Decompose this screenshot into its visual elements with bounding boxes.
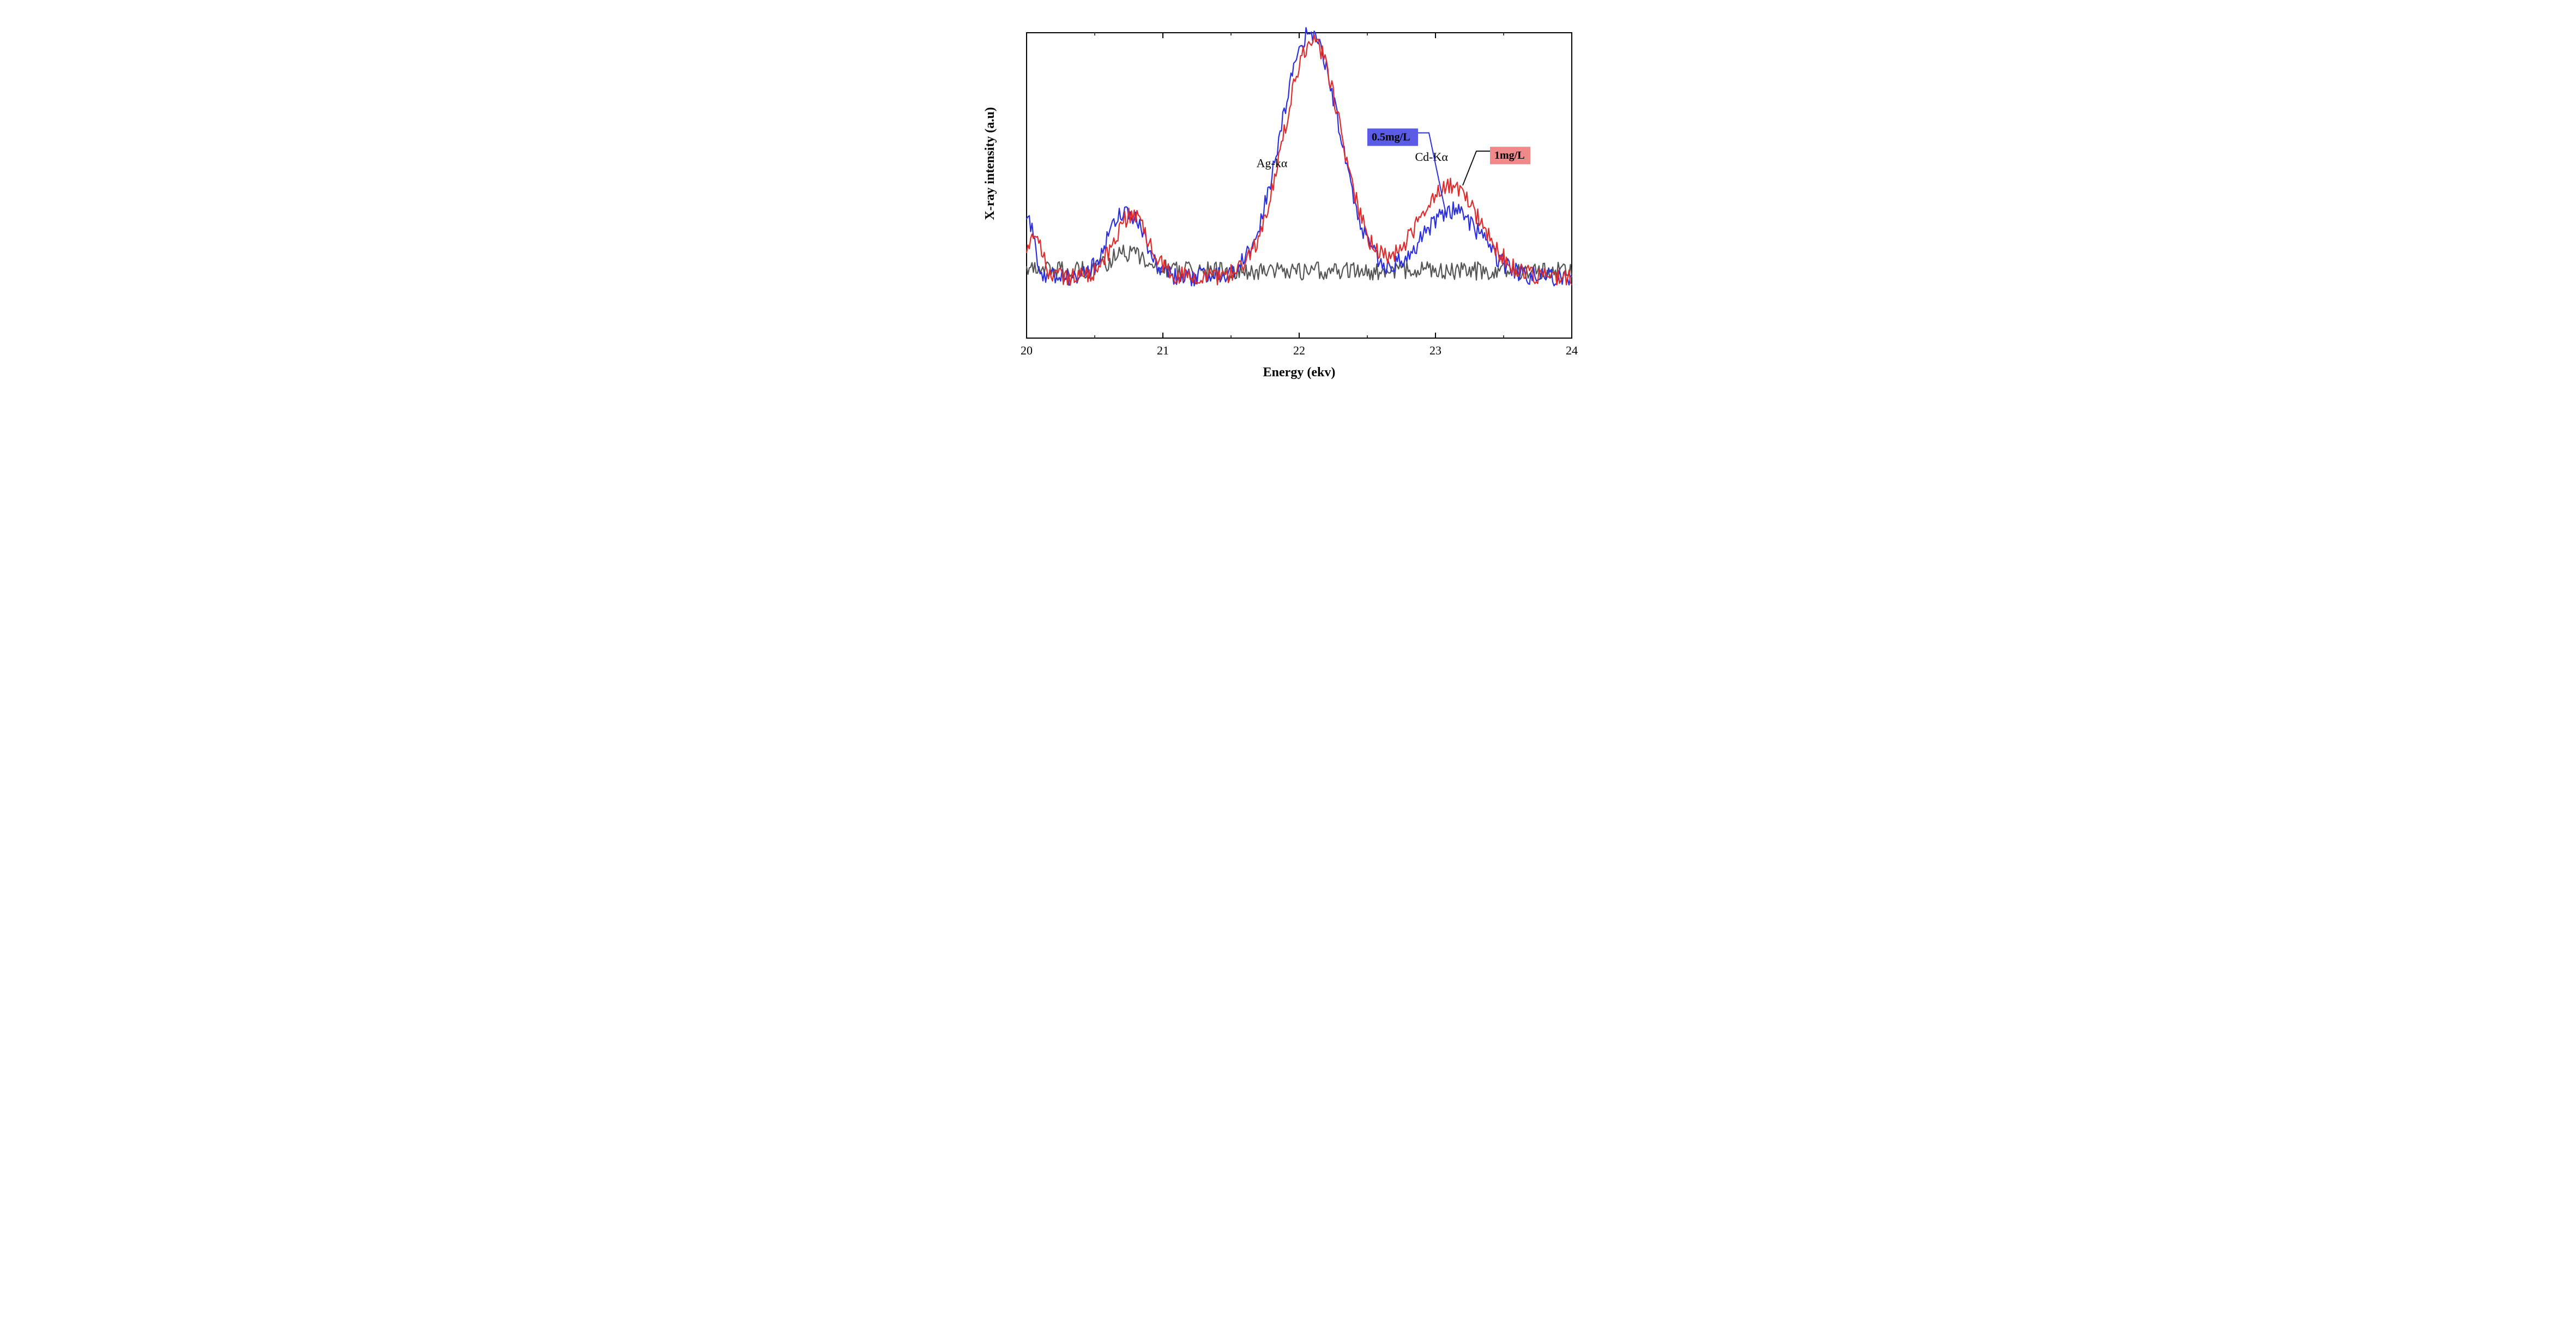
peak-label-ag: Ag-kα: [1256, 156, 1287, 170]
peak-label-cd: Cd-Kα: [1415, 150, 1448, 164]
chart-container: 20 21 22 23 24 Energy (ekv) X-ray intensity (a…: [879, 0, 1697, 425]
legend-label-05: 0.5mg/L: [1372, 131, 1410, 143]
xray-spectrum-chart: 20 21 22 23 24 Energy (ekv) X-ray intensity (a…: [879, 0, 1697, 425]
y-axis-label: X-ray intensity (a.u): [983, 107, 997, 220]
legend-label-1: 1mg/L: [1494, 149, 1525, 161]
x-axis-label: Energy (ekv): [1263, 365, 1335, 380]
x-tick-label: 21: [1157, 344, 1169, 357]
x-tick-label: 20: [1021, 344, 1033, 357]
x-tick-label: 23: [1429, 344, 1441, 357]
x-tick-label: 22: [1293, 344, 1305, 357]
x-tick-label: 24: [1566, 344, 1578, 357]
